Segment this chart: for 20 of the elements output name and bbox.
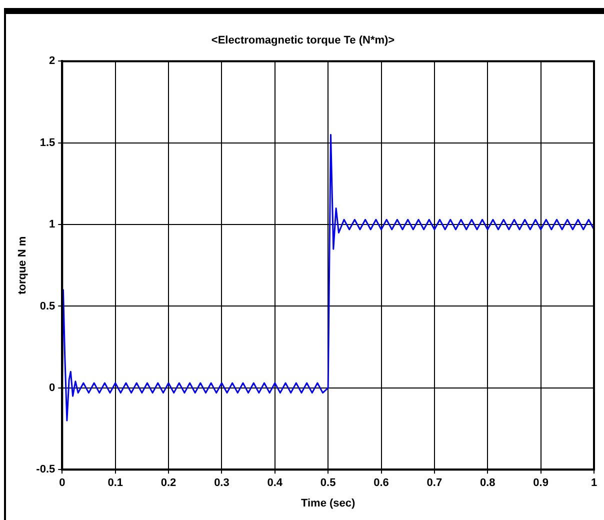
- x-tick-label: 0.5: [320, 477, 336, 490]
- x-tick-label: 1: [590, 477, 598, 490]
- y-axis-title: torque N m: [16, 236, 29, 294]
- x-tick-label: 0.7: [426, 477, 442, 490]
- x-tick-label: 0.6: [374, 477, 389, 490]
- y-tick-label: 2: [49, 55, 56, 68]
- x-tick-label: 0.8: [480, 477, 496, 490]
- x-tick-label: 0.2: [160, 477, 176, 490]
- y-tick-label: 1: [49, 218, 56, 231]
- x-tick-label: 0.1: [108, 477, 123, 490]
- x-tick-label: 0.9: [533, 477, 548, 490]
- x-tick-label: 0: [59, 477, 66, 490]
- x-tick-label: 0.3: [214, 477, 230, 490]
- x-axis-title: Time (sec): [300, 497, 356, 510]
- x-tick-label: 0.4: [267, 477, 284, 490]
- chart-title: <Electromagnetic torque Te (N*m)>: [211, 34, 395, 47]
- y-tick-label: -0.5: [36, 464, 56, 476]
- y-tick-label: 1.5: [40, 136, 56, 149]
- y-tick-label: 0: [49, 382, 56, 394]
- y-tick-label: 0.5: [40, 300, 56, 312]
